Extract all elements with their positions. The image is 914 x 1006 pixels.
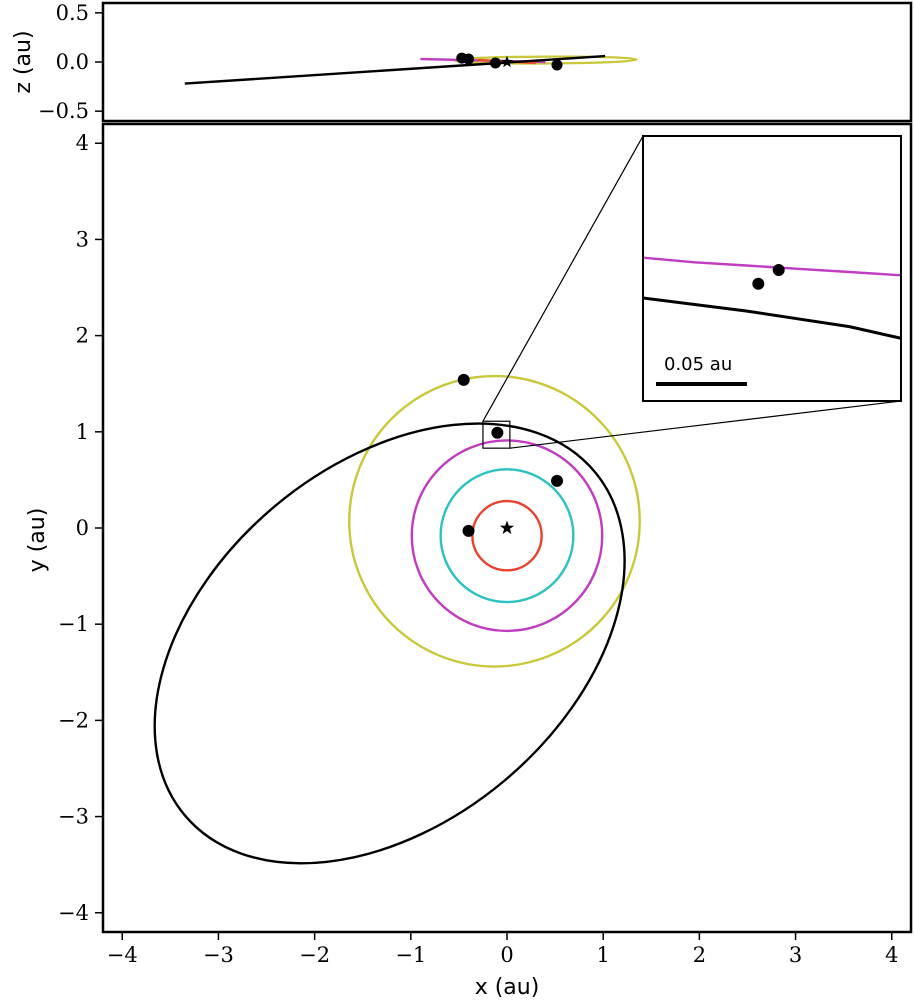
x-axis-label: x (au): [475, 975, 540, 1000]
inset-planet-marker: [752, 277, 765, 290]
xy-x-ticks: −4 −3 −2 −1 0 1 2 3 4: [107, 932, 898, 967]
orbit-curve: [410, 439, 604, 633]
zoom-connector: [482, 135, 644, 422]
xy-planet-markers: [457, 373, 564, 537]
y-axis-label: y (au): [25, 508, 50, 573]
x-tick-label: 4: [885, 943, 898, 967]
z-tick-label: 0.5: [56, 1, 89, 25]
z-tick-label: 0.0: [56, 50, 89, 74]
zoom-box: [482, 420, 511, 449]
xz-y-ticks: 0.5 0.0 −0.5: [38, 1, 103, 123]
planet-marker: [551, 59, 563, 71]
inset-orbit-curves: [643, 256, 901, 340]
zoom-connector: [509, 400, 902, 449]
y-tick-label: −4: [58, 901, 89, 925]
z-tick-label: −0.5: [38, 99, 89, 123]
planet-marker: [491, 426, 504, 439]
planet-marker: [462, 524, 475, 537]
xz-panel: 0.5 0.0 −0.5 z (au): [11, 1, 913, 123]
xz-y-axis-label: z (au): [11, 30, 36, 93]
inset-frame: [642, 135, 902, 402]
y-tick-label: 4: [76, 131, 89, 155]
xy-orbit-curves: [153, 374, 641, 865]
xz-planet-markers: [456, 52, 563, 71]
y-tick-label: −1: [58, 612, 89, 636]
orbit-curve: [348, 374, 641, 668]
x-tick-label: −4: [107, 943, 138, 967]
x-tick-label: 3: [789, 943, 802, 967]
edge-on-orbit: [184, 54, 606, 85]
x-tick-label: −3: [203, 943, 234, 967]
orbit-curve: [439, 468, 575, 604]
inset-orbit-curve: [643, 296, 901, 340]
planet-marker: [457, 373, 470, 386]
zoom-inset: 0.05 au: [642, 135, 902, 402]
y-tick-label: −2: [58, 708, 89, 732]
inset-planet-markers: [752, 264, 785, 290]
y-tick-label: −3: [58, 805, 89, 829]
x-tick-label: −2: [299, 943, 330, 967]
xy-y-ticks: 4 3 2 1 0 −1 −2 −3 −4: [58, 131, 103, 925]
planet-marker: [551, 474, 564, 487]
y-tick-label: 3: [76, 227, 89, 251]
inset-planet-marker: [772, 264, 785, 277]
x-tick-label: 2: [693, 943, 706, 967]
x-tick-label: 0: [500, 943, 513, 967]
y-tick-label: 2: [76, 324, 89, 348]
star-marker: [499, 520, 515, 535]
orbit-curve: [153, 422, 626, 865]
planet-marker: [463, 53, 475, 65]
zoom-indicator: [482, 135, 902, 449]
x-tick-label: 1: [597, 943, 610, 967]
inset-orbit-curve: [643, 256, 901, 277]
planet-marker: [489, 57, 501, 69]
inset-background: [643, 136, 901, 401]
orbit-curve: [471, 499, 543, 572]
star-marker: [500, 55, 514, 68]
y-tick-label: 0: [76, 516, 89, 540]
y-tick-label: 1: [76, 420, 89, 444]
x-tick-label: −1: [395, 943, 426, 967]
scale-bar-label: 0.05 au: [664, 354, 732, 375]
xz-orbit-curves: [184, 54, 638, 85]
xy-panel: −4 −3 −2 −1 0 1 2 3 4 4 3 2 1 0 −1 −2 −3 −4 x (au) y (au…: [25, 122, 913, 1000]
